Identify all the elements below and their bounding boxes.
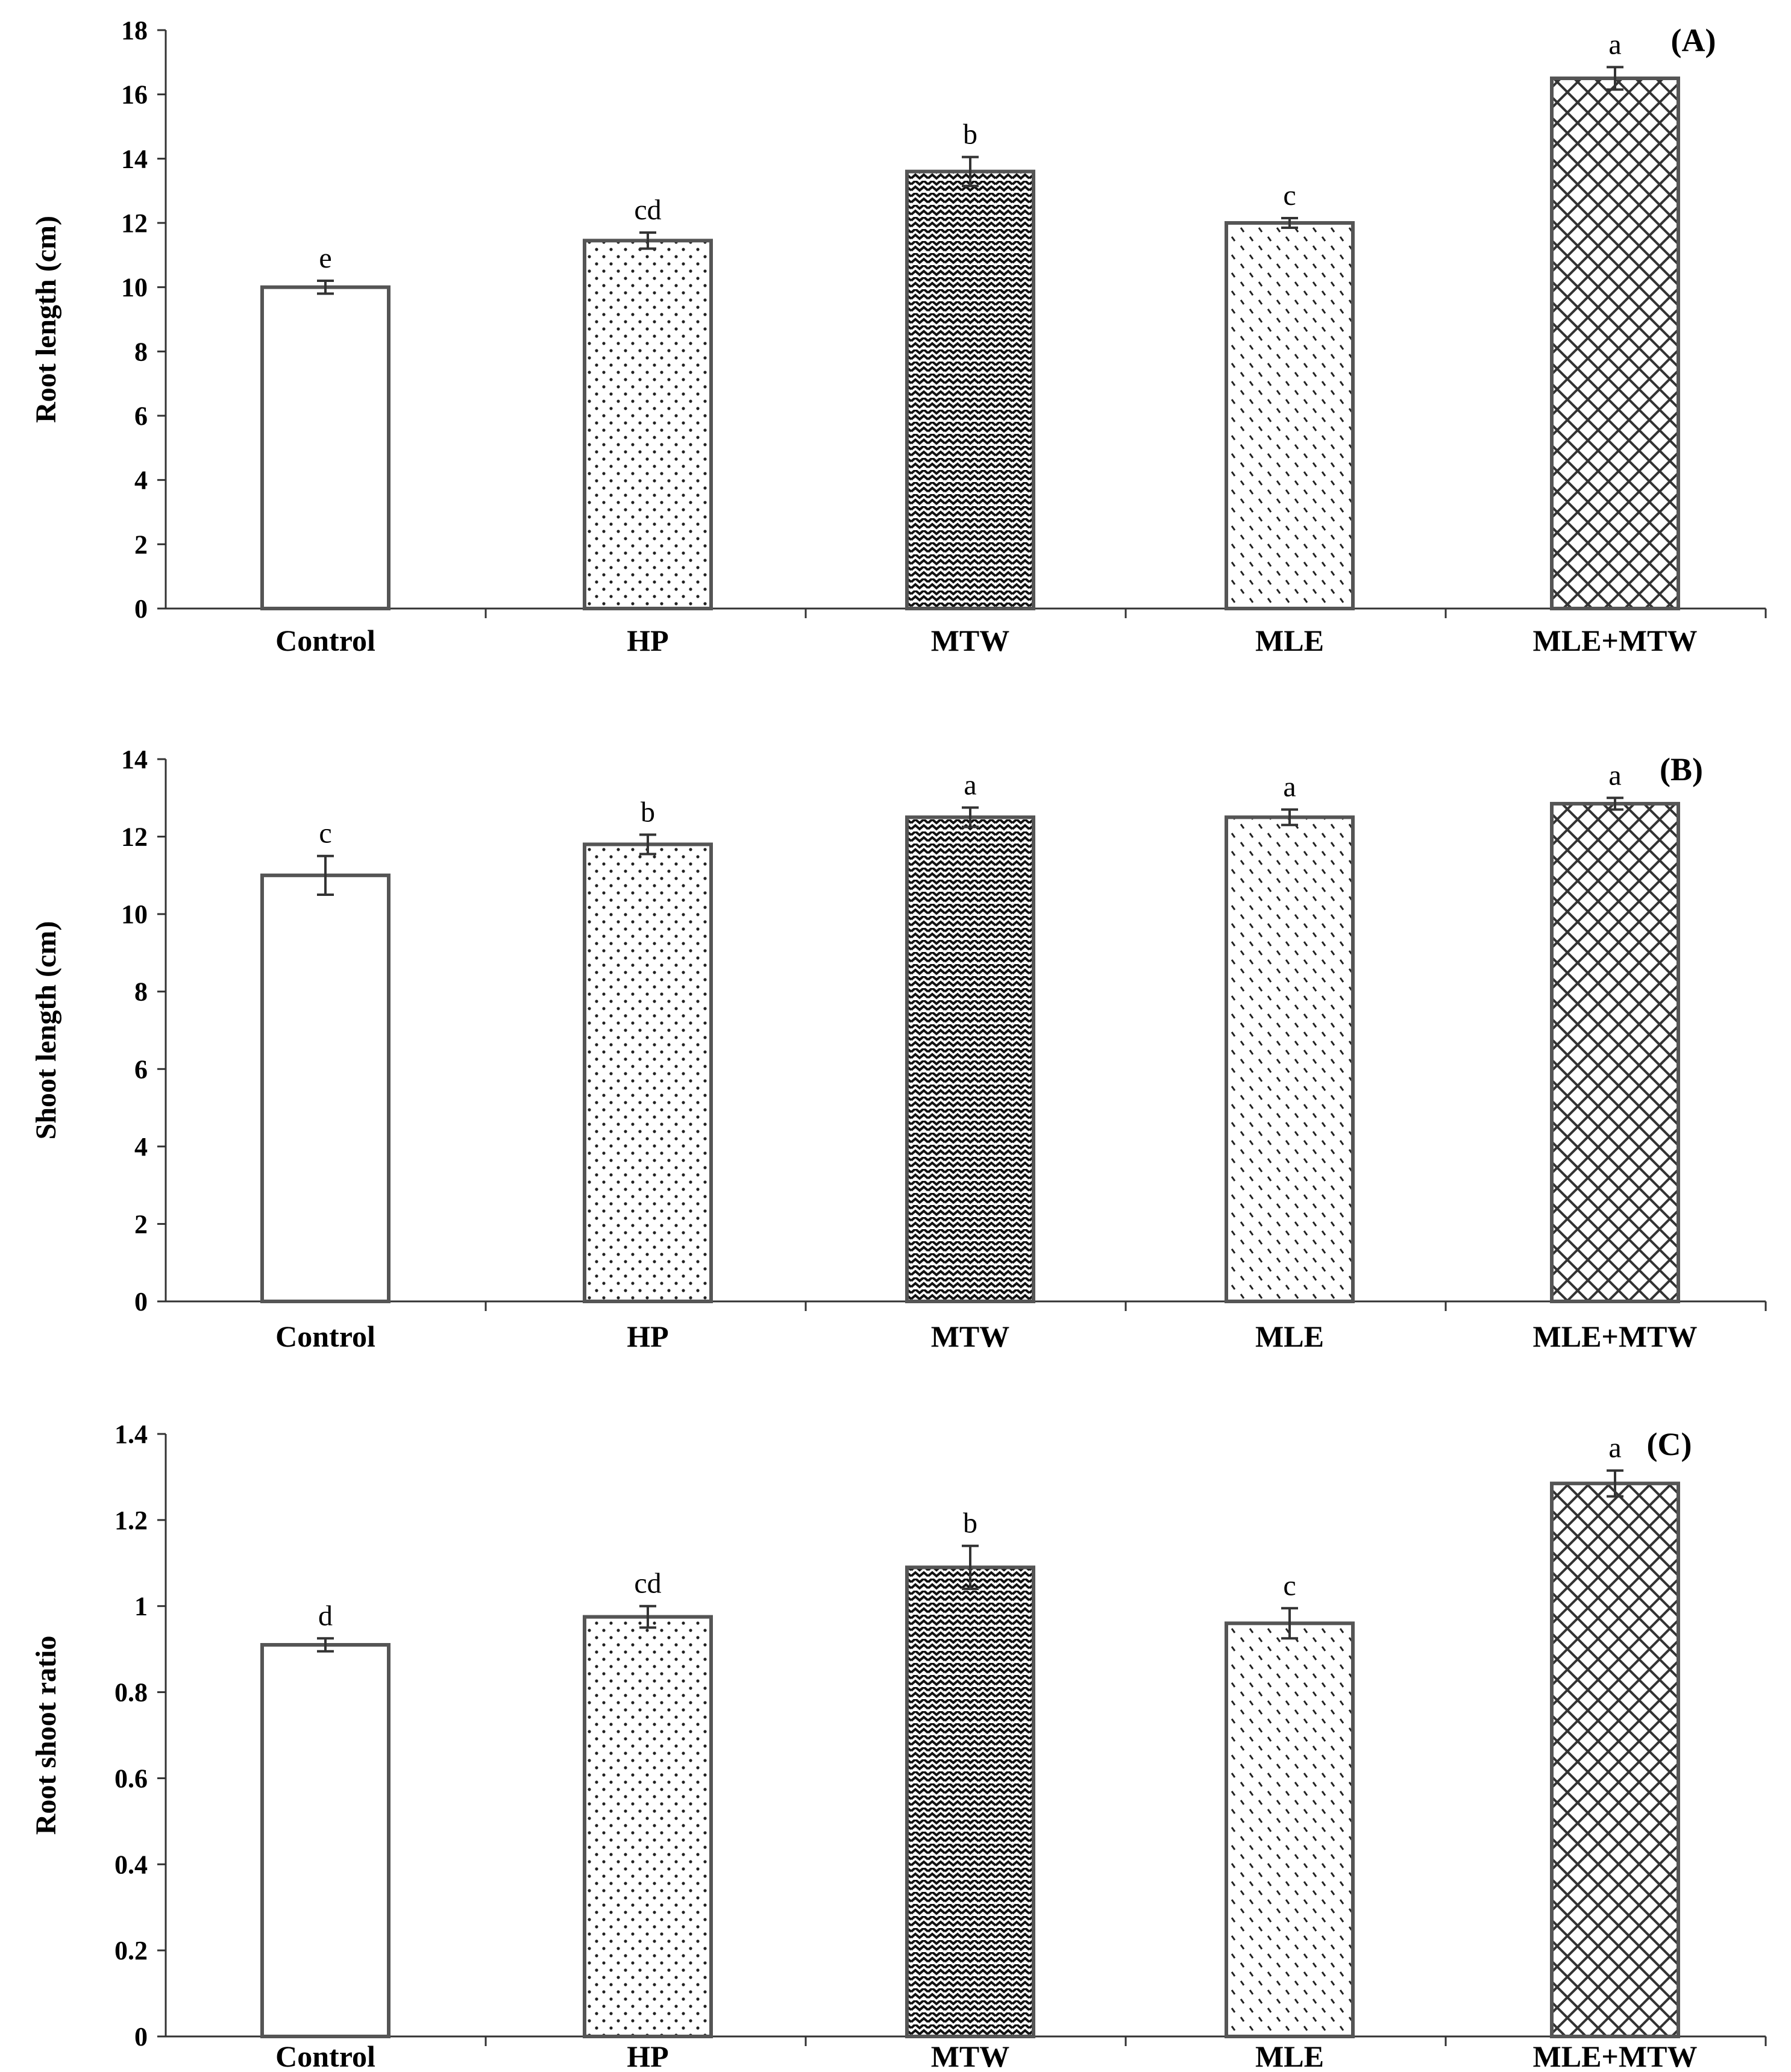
bar-hp: [583, 1615, 713, 2039]
bar-mtw: [905, 1565, 1035, 2038]
y-tick-label: 4: [134, 466, 148, 495]
panel-label: (B): [1660, 751, 1703, 787]
y-tick-label: 6: [134, 1054, 148, 1084]
category-label: HP: [627, 624, 668, 657]
category-label: Control: [275, 624, 375, 657]
significance-letter: a: [1283, 771, 1296, 803]
y-tick-label: 2: [134, 530, 148, 559]
category-label: MLE: [1255, 624, 1324, 657]
category-label: HP: [627, 2039, 668, 2072]
y-tick-label: 14: [121, 745, 148, 774]
bar-control: [260, 873, 391, 1304]
category-label: MLE+MTW: [1533, 2039, 1698, 2072]
category-label: MLE: [1255, 1319, 1324, 1353]
y-tick-label: 2: [134, 1209, 148, 1239]
y-tick-label: 10: [121, 900, 148, 929]
chart-panel-1: 0 2 4 6 8 10 12 14 Shoot length (cm) (B) c Control b…: [30, 745, 1767, 1353]
significance-letter: a: [964, 769, 976, 801]
bar-mle-plus-mtw: [1550, 801, 1680, 1303]
category-label: MTW: [931, 624, 1010, 657]
significance-letter: c: [1283, 180, 1296, 211]
significance-letter: d: [318, 1600, 333, 1632]
y-tick-label: 0.4: [114, 1850, 148, 1879]
y-tick-label: 1: [134, 1592, 148, 1621]
y-tick-label: 10: [121, 273, 148, 302]
bar-mtw: [905, 815, 1035, 1303]
category-label: MTW: [931, 2039, 1010, 2072]
panel-label: (C): [1647, 1426, 1692, 1462]
significance-letter: e: [319, 242, 331, 274]
y-tick-label: 0: [134, 1287, 148, 1316]
bar-control: [260, 285, 391, 610]
category-label: MTW: [931, 1319, 1010, 1353]
bar-mle: [1225, 815, 1355, 1303]
category-label: MLE: [1255, 2039, 1324, 2072]
y-tick-label: 1.4: [114, 1419, 148, 1449]
significance-letter: c: [319, 818, 331, 850]
significance-letter: a: [1608, 759, 1621, 791]
category-label: Control: [275, 1319, 375, 1353]
y-tick-label: 1.2: [114, 1506, 148, 1535]
y-tick-label: 12: [121, 208, 148, 238]
category-label: MLE+MTW: [1533, 1319, 1698, 1353]
significance-letter: b: [963, 119, 977, 151]
significance-letter: b: [641, 796, 655, 828]
y-tick-label: 6: [134, 401, 148, 431]
y-axis-title: Shoot length (cm): [30, 921, 62, 1140]
category-label: MLE+MTW: [1533, 624, 1698, 657]
bar-mle-plus-mtw: [1550, 1482, 1680, 2038]
y-tick-label: 18: [121, 16, 148, 45]
bar-hp: [583, 239, 713, 611]
y-axis-title: Root shoot ratio: [30, 1636, 62, 1835]
bar-mle-plus-mtw: [1550, 77, 1680, 610]
significance-letter: c: [1283, 1570, 1296, 1601]
bar-mle: [1225, 1621, 1355, 2038]
bar-hp: [583, 842, 713, 1303]
category-label: Control: [275, 2039, 375, 2072]
y-tick-label: 0: [134, 594, 148, 624]
y-tick-label: 16: [121, 80, 148, 110]
significance-letter: cd: [634, 1568, 661, 1600]
significance-letter: a: [1608, 28, 1621, 60]
significance-letter: a: [1608, 1432, 1621, 1464]
y-tick-label: 4: [134, 1132, 148, 1162]
y-tick-label: 8: [134, 337, 148, 366]
chart-panel-2: 0 0.2 0.4 0.6 0.8 1 1.2 1.4 Root shoot ratio (C) d…: [30, 1419, 1767, 2072]
y-tick-label: 0.6: [114, 1764, 148, 1793]
y-tick-label: 0.2: [114, 1936, 148, 1965]
y-tick-label: 14: [121, 144, 148, 174]
bar-mle: [1225, 221, 1355, 610]
significance-letter: cd: [634, 194, 661, 226]
category-label: HP: [627, 1319, 668, 1353]
y-tick-label: 12: [121, 822, 148, 852]
y-axis-title: Root length (cm): [30, 216, 62, 423]
y-tick-label: 0.8: [114, 1678, 148, 1707]
bar-control: [260, 1643, 391, 2038]
y-tick-label: 0: [134, 2022, 148, 2052]
bar-mtw: [905, 169, 1035, 610]
panel-label: (A): [1671, 22, 1716, 58]
significance-letter: b: [963, 1507, 977, 1539]
chart-panel-0: 0 2 4 6 8 10 12 14 16 18 Root length (cm) (A) e Contr…: [30, 16, 1767, 657]
y-tick-label: 8: [134, 977, 148, 1007]
